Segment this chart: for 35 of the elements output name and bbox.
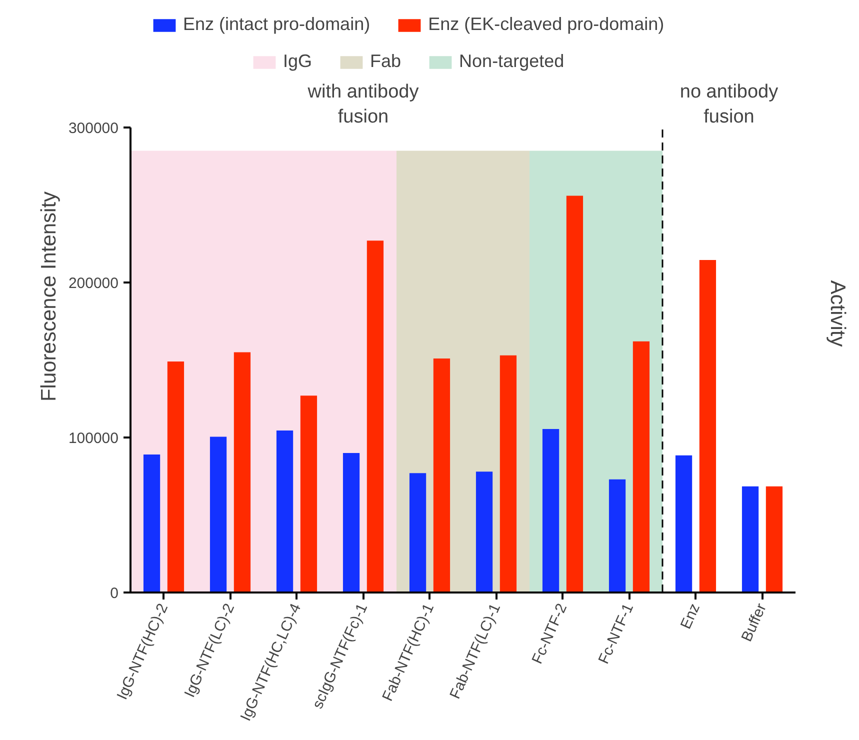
bar [542, 428, 560, 592]
legend-label: Non-targeted [459, 51, 564, 72]
bar [766, 486, 783, 592]
bar [143, 454, 160, 592]
bar [234, 352, 251, 592]
annotation: with antibody fusion [306, 81, 420, 128]
legend-label: Enz (intact pro-domain) [183, 14, 370, 35]
legend-label: IgG [283, 51, 312, 72]
annotation: no antibody fusion [680, 81, 779, 128]
y-axis-title: Fluorescence Intensity [37, 190, 60, 402]
bar [476, 472, 493, 592]
bar [699, 260, 716, 592]
bar [566, 196, 584, 592]
bar [167, 362, 184, 592]
y-tick-label: 200000 [68, 275, 119, 292]
bar [742, 486, 759, 592]
bar [608, 479, 626, 592]
bar [675, 455, 692, 592]
bar [500, 355, 517, 592]
bar [342, 453, 360, 592]
bar [366, 240, 384, 592]
y-tick-label: 0 [110, 585, 118, 602]
y-tick-label: 300000 [68, 120, 119, 137]
legend-label: Enz (EK-cleaved pro-domain) [428, 14, 664, 35]
bar [276, 430, 294, 592]
bar [409, 473, 426, 592]
x-tick-label: Enz [677, 601, 704, 632]
bar [210, 436, 227, 592]
text: Activity [826, 280, 849, 348]
bar [433, 358, 450, 592]
y-tick-label: 100000 [68, 430, 119, 447]
bar [632, 341, 650, 592]
legend-label: Fab [370, 51, 402, 72]
bar [300, 396, 318, 592]
x-tick-label: Buffer [738, 601, 770, 644]
